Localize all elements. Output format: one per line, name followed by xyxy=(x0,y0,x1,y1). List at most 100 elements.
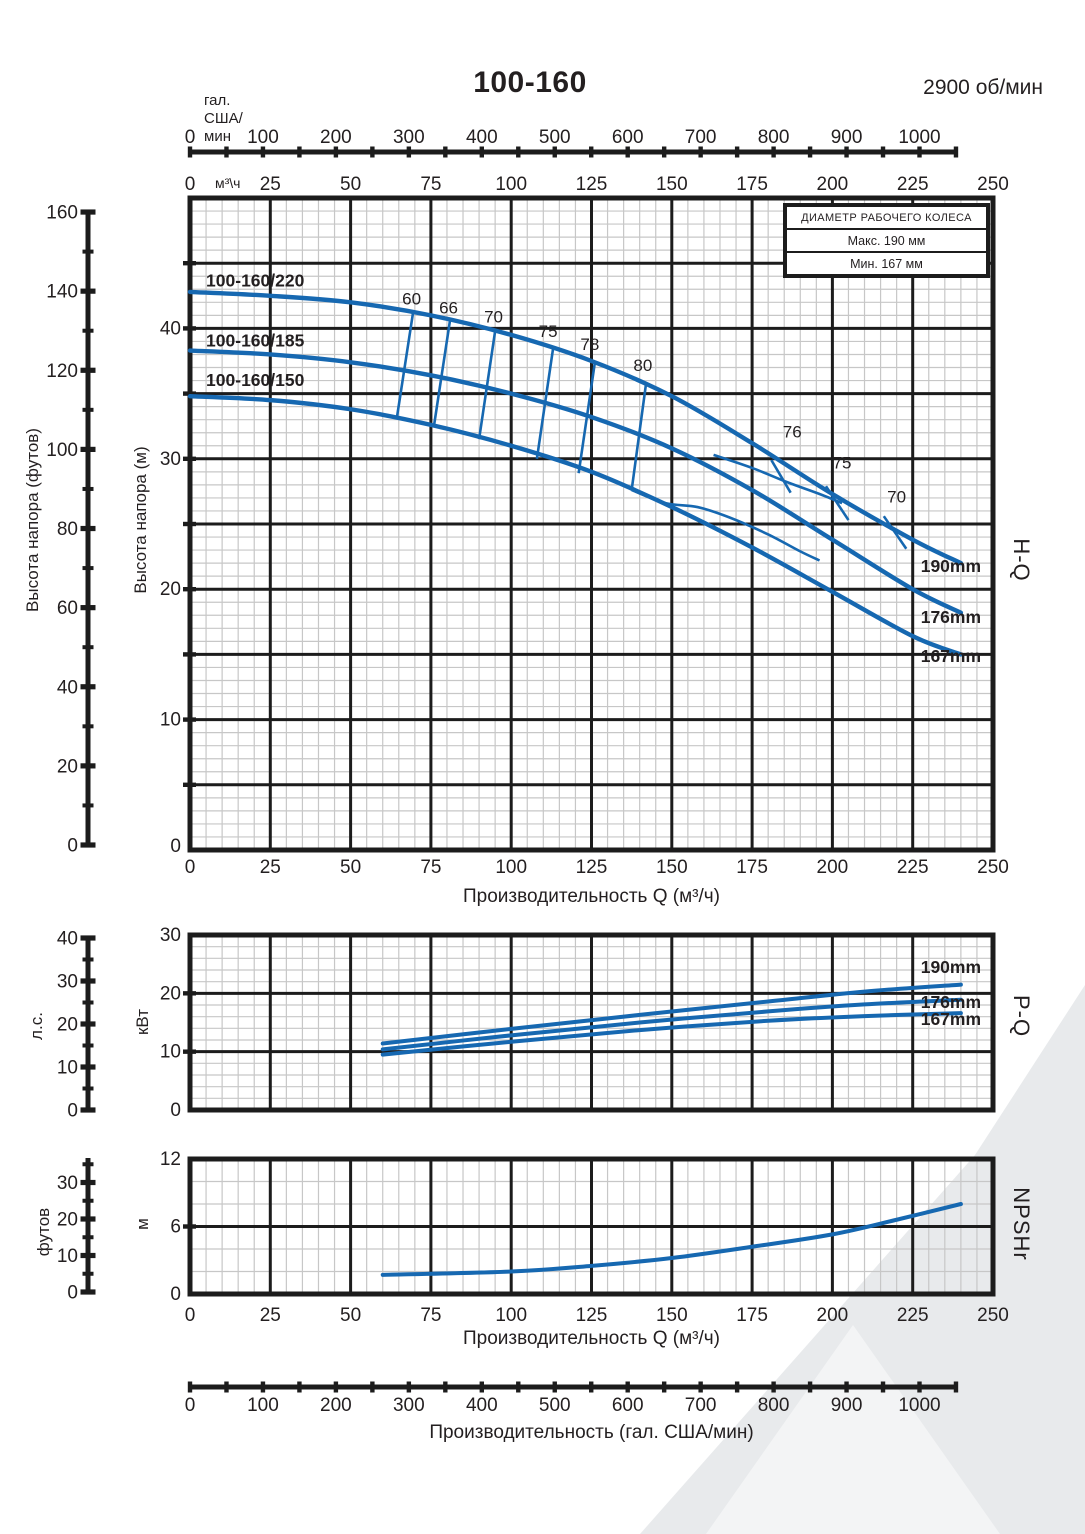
gal-axis-bottom: 0 100 200 300 400 500 600 700 800 900 1000 xyxy=(185,1381,959,1416)
efficiency-arc xyxy=(631,488,821,562)
efficiency-label: 76 xyxy=(783,422,802,441)
axis-tick-label: 20 xyxy=(57,756,78,777)
axis-tick-label: 1000 xyxy=(898,1395,940,1416)
npsh-xaxis-title: Производительность Q (м³/ч) xyxy=(463,1328,720,1349)
curve-label: 190mm xyxy=(921,556,981,576)
axis-tick-label: 400 xyxy=(466,127,498,148)
pump-curve xyxy=(380,997,963,1052)
axis-tick-label: 60 xyxy=(57,598,78,619)
axis-tick-label: 125 xyxy=(576,857,608,878)
npsh-curve xyxy=(380,1202,963,1277)
axis-tick-label: 140 xyxy=(46,282,78,303)
pq-frame xyxy=(187,932,996,1113)
axis-tick-label: 225 xyxy=(897,174,929,195)
pq-panel-label: P-Q xyxy=(1009,994,1034,1038)
curve-label: 100-160/150 xyxy=(206,370,305,390)
axis-tick-label: 400 xyxy=(466,1395,498,1416)
curve-label: 176mm xyxy=(921,992,981,1012)
watermark xyxy=(640,985,1085,1534)
axis-tick-label: 100 xyxy=(247,127,279,148)
axis-tick-label: 1000 xyxy=(898,127,940,148)
axis-tick-label: 0 xyxy=(185,174,196,195)
axis-tick-label: 75 xyxy=(420,857,441,878)
axis-tick-label: 800 xyxy=(758,127,790,148)
axis-tick-label: 0 xyxy=(67,1283,78,1304)
axis-tick-label: 150 xyxy=(656,174,688,195)
axis-tick-label: 50 xyxy=(340,857,361,878)
pq-grid xyxy=(190,935,993,1110)
axis-tick-label: 0 xyxy=(185,127,196,148)
hq-curve-labels: 100-160/220 100-160/185 100-160/150 190mm 17… xyxy=(206,271,981,667)
axis-tick-label: 600 xyxy=(612,1395,644,1416)
hq-curves xyxy=(187,289,964,657)
axis-tick-label: 30 xyxy=(160,925,181,946)
hp-scale-bar: 0 10 20 30 40 xyxy=(57,929,96,1122)
axis-tick-label: 10 xyxy=(160,1042,181,1063)
efficiency-label: 78 xyxy=(580,335,599,354)
npshft-scale-bar: 0 10 20 30 xyxy=(57,1158,96,1304)
axis-tick-label: 900 xyxy=(831,127,863,148)
axis-tick-label: 175 xyxy=(736,1305,768,1326)
pump-curve xyxy=(187,289,964,566)
axis-tick-label: 20 xyxy=(57,1210,78,1231)
axis-tick-label: 50 xyxy=(340,174,361,195)
curve-label: 100-160/220 xyxy=(206,271,305,291)
npsh-ylabel-feet: футов xyxy=(34,1207,53,1257)
axis-tick-label: 100 xyxy=(495,857,527,878)
axis-tick-label: 200 xyxy=(320,127,352,148)
axis-tick-label: 40 xyxy=(57,677,78,698)
gal-xaxis-title: Производительность (гал. США/мин) xyxy=(429,1422,754,1443)
axis-tick-label: 0 xyxy=(67,1101,78,1122)
axis-tick-label: 125 xyxy=(576,174,608,195)
axis-tick-label: 300 xyxy=(393,1395,425,1416)
pump-curve xyxy=(187,394,964,657)
axis-tick-label: 20 xyxy=(57,1015,78,1036)
axis-tick-label: 700 xyxy=(685,1395,717,1416)
axis-tick-label: 225 xyxy=(897,857,929,878)
legend-max-diameter: Макс. 190 мм xyxy=(787,230,986,253)
efficiency-label: 75 xyxy=(833,454,852,473)
curve-label: 167mm xyxy=(921,646,981,666)
axis-tick-label: 30 xyxy=(160,449,181,470)
curve-label: 167mm xyxy=(921,1009,981,1029)
page-title: 100-160 xyxy=(473,66,587,99)
axis-tick-label: 0 xyxy=(170,1284,181,1305)
axis-tick-label: 0 xyxy=(170,836,181,857)
pq-curves xyxy=(380,982,963,1057)
axis-tick-label: 150 xyxy=(656,1305,688,1326)
pump-curve xyxy=(187,348,964,615)
axis-tick-label: 600 xyxy=(612,127,644,148)
watermark-shape xyxy=(706,1325,1000,1534)
axis-tick-label: 100 xyxy=(495,174,527,195)
axis-tick-label: 250 xyxy=(977,174,1009,195)
axis-tick-label: 500 xyxy=(539,127,571,148)
efficiency-label: 75 xyxy=(539,322,558,341)
axis-tick-label: 10 xyxy=(160,710,181,731)
axis-tick-label: 100 xyxy=(247,1395,279,1416)
axis-tick-label: 25 xyxy=(260,174,281,195)
legend-title: ДИАМЕТР РАБОЧЕГО КОЛЕСА xyxy=(787,207,986,230)
axis-tick-label: 6 xyxy=(170,1217,181,1238)
hq-xaxis-title: Производительность Q (м³/ч) xyxy=(463,886,720,907)
efficiency-label: 70 xyxy=(484,308,503,327)
axis-tick-label: 100 xyxy=(46,440,78,461)
axis-tick-label: 125 xyxy=(576,1305,608,1326)
axis-tick-label: 500 xyxy=(539,1395,571,1416)
axis-tick-label: 40 xyxy=(57,929,78,950)
efficiency-arc xyxy=(713,453,843,505)
hq-panel-label: H-Q xyxy=(1009,538,1034,582)
efficiency-label: 66 xyxy=(439,299,458,318)
axis-tick-label: 250 xyxy=(977,857,1009,878)
gal-unit-line1: гал. xyxy=(204,92,231,109)
axis-tick-label: 175 xyxy=(736,174,768,195)
pq-ylabel-kw: кВт xyxy=(133,1009,152,1035)
gal-axis-unit-label: гал. США/ мин xyxy=(204,92,243,146)
axis-tick-label: 10 xyxy=(57,1246,78,1267)
axis-tick-label: 175 xyxy=(736,857,768,878)
axis-tick-label: 20 xyxy=(160,579,181,600)
hq-grid xyxy=(190,198,993,850)
gal-unit-line3: мин xyxy=(204,128,231,145)
